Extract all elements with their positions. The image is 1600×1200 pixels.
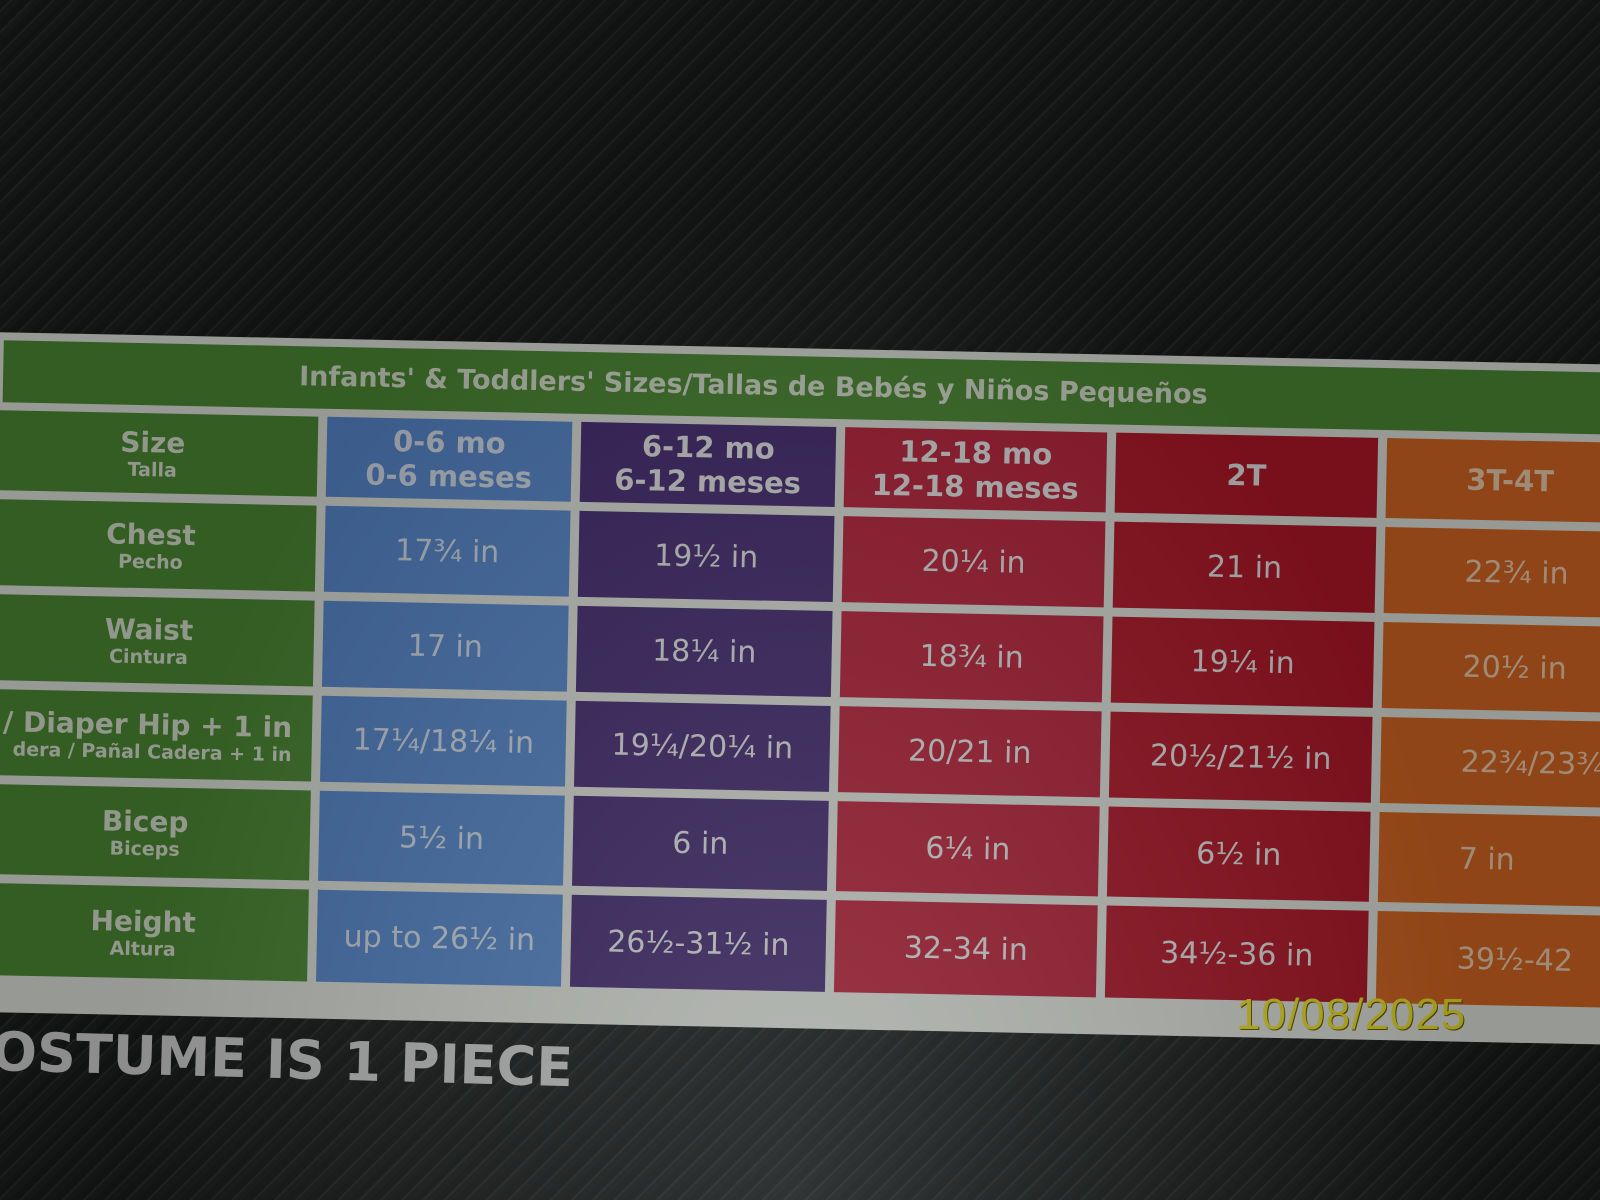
- table-cell: 20½/21½ in: [1108, 711, 1373, 803]
- table-cell: 32-34 in: [833, 900, 1098, 998]
- row-label: Chest Pecho: [0, 498, 317, 592]
- table-cell: 21 in: [1112, 521, 1377, 613]
- table-cell: 6 in: [572, 795, 829, 891]
- table-cell: 19½ in: [577, 510, 835, 602]
- table-cell: 7 in: [1377, 811, 1600, 907]
- table-cell: 19¼/20¼ in: [573, 700, 831, 792]
- table-cell: 20¼ in: [841, 516, 1106, 608]
- table-cell: 22¾ in: [1383, 527, 1600, 619]
- table-cell: 18¾ in: [839, 611, 1104, 703]
- size-header: 12-18 mo 12-18 meses: [843, 427, 1108, 513]
- table-cell: 26½-31½ in: [569, 894, 827, 992]
- footer-text: OSTUME IS 1 PIECE: [0, 1020, 574, 1100]
- table-cell: 6½ in: [1106, 806, 1371, 902]
- row-label: Waist Cintura: [0, 593, 315, 687]
- table-cell: 22¾/23¾: [1379, 717, 1600, 809]
- size-header: 6-12 mo 6-12 meses: [579, 421, 837, 507]
- size-chart: Infants' & Toddlers' Sizes/Tallas de Beb…: [0, 332, 1600, 1045]
- size-header: 3T-4T: [1385, 438, 1600, 524]
- table-cell: 17¼/18¼ in: [320, 695, 567, 787]
- table-cell: 17 in: [321, 600, 569, 692]
- table-cell: 5½ in: [318, 790, 565, 886]
- header-label: Size Talla: [0, 409, 319, 497]
- table-cell: 19¼ in: [1110, 616, 1375, 708]
- table-cell: 18¼ in: [575, 605, 833, 697]
- table-cell: 34½-36 in: [1104, 905, 1369, 1003]
- row-label: Bicep Biceps: [0, 783, 311, 881]
- table-cell: 6¼ in: [835, 801, 1100, 897]
- size-header: 0-6 mo 0-6 meses: [325, 416, 573, 502]
- table-cell: up to 26½ in: [316, 889, 563, 987]
- table-cell: 20/21 in: [837, 706, 1102, 798]
- row-label: Height Altura: [0, 882, 309, 982]
- size-table: Size Talla 0-6 mo 0-6 meses 6-12 mo 6-12 me…: [0, 409, 1600, 1008]
- table-cell: 17¾ in: [323, 505, 571, 597]
- size-header: 2T: [1114, 432, 1379, 518]
- date-stamp: 10/08/2025: [1236, 990, 1467, 1039]
- table-cell: 20½ in: [1381, 622, 1600, 714]
